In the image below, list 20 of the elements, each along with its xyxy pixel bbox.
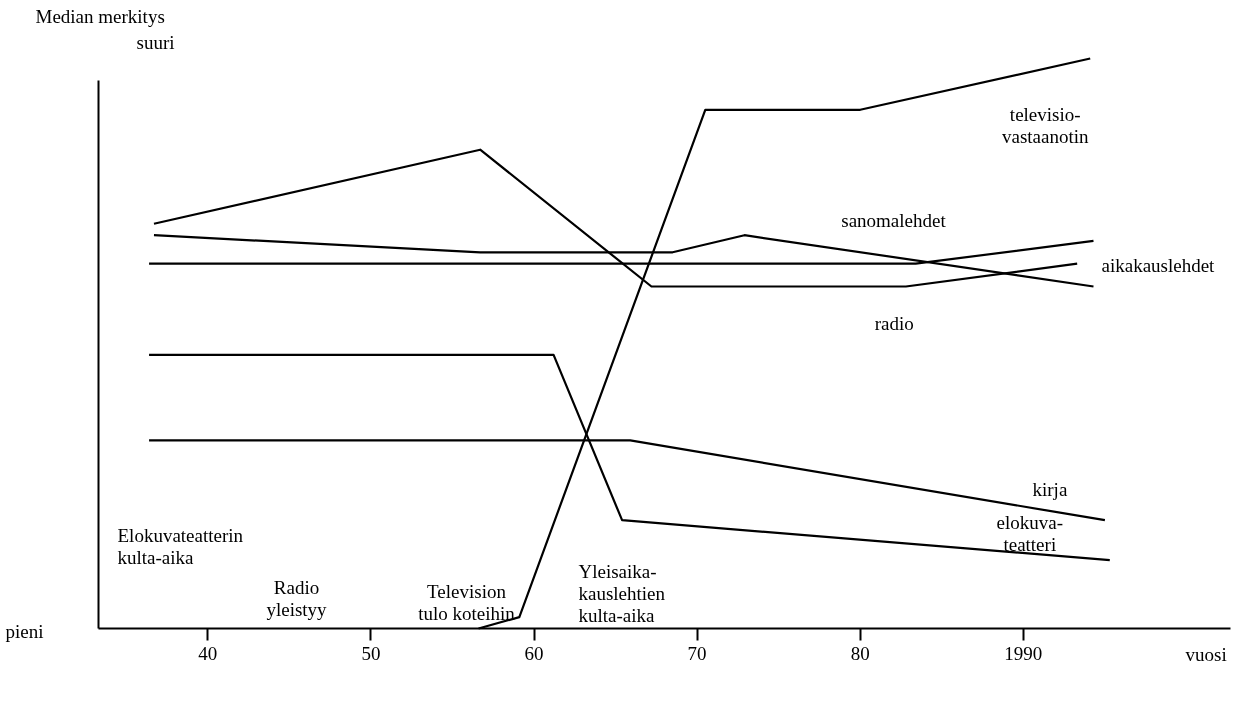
series-label: kirja [1032,478,1068,500]
x-axis-title: vuosi [1185,643,1227,665]
annotation: Elokuvateatterin kulta-aika [117,525,244,569]
annotation: Yleisaika- kauslehtien kulta-aika [578,561,666,627]
series-label: televisio- vastaanotin [1001,103,1089,148]
x-tick-label: 70 [687,642,707,664]
x-tick-label: 1990 [1004,642,1043,664]
annotation: Television tulo koteihin [418,581,516,625]
series-label: sanomalehdet [841,210,947,231]
x-tick-label: 80 [850,642,870,664]
text: pieni [5,620,44,642]
series-label: elokuva- teatteri [996,511,1064,555]
x-tick-label: 50 [361,642,381,664]
x-tick-label: 40 [198,642,218,664]
series-label: radio [874,313,914,335]
x-tick-label: 60 [524,642,544,664]
text: suuri [136,31,175,53]
y-axis-title: Median merkitys [35,5,165,27]
annotation: Radio yleistyy [266,577,328,621]
series-label: aikakauslehdet [1101,255,1216,277]
